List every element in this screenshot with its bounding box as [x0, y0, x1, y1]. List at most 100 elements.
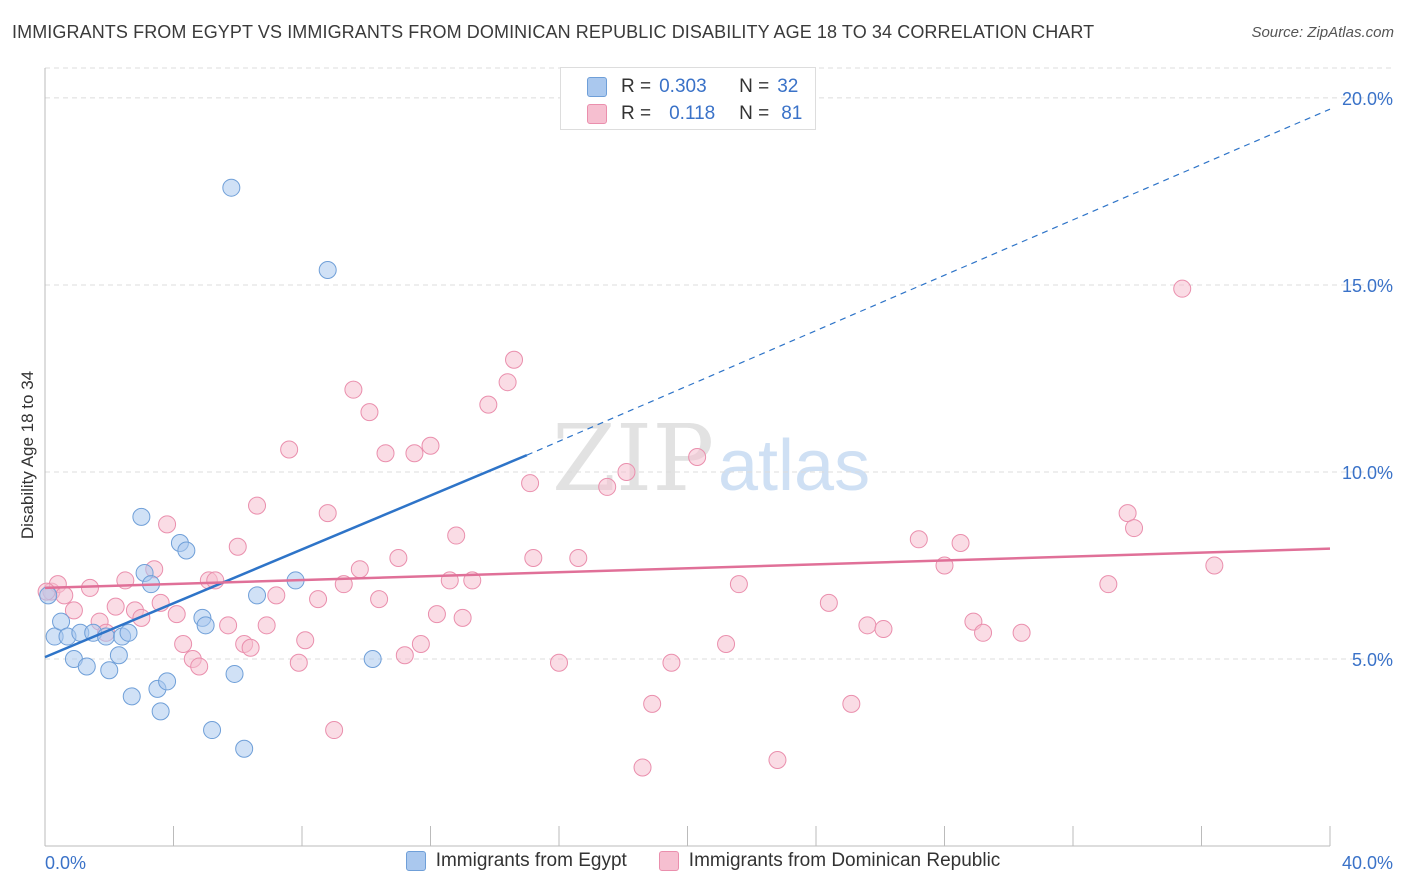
y-tick-label: 20.0%: [1342, 89, 1393, 109]
dr-point: [688, 448, 707, 466]
egypt-point: [158, 672, 177, 691]
dr-point: [421, 436, 440, 455]
y-axis-label: Disability Age 18 to 34: [18, 371, 37, 539]
legend-dr-label: Immigrants from Dominican Republic: [688, 850, 1001, 871]
dr-point: [267, 586, 286, 605]
legend-dr-swatch: [658, 851, 679, 871]
dr-point: [55, 586, 74, 605]
dr-point: [909, 530, 928, 549]
egypt-point: [109, 646, 128, 665]
egypt-point: [151, 702, 170, 721]
watermark-atlas: atlas: [718, 426, 870, 506]
dr-point: [1012, 623, 1031, 642]
egypt-point: [222, 178, 241, 197]
correlation-row-egypt: R = 0.303 N = 32: [587, 76, 798, 98]
dr-point: [521, 474, 540, 493]
dr-point: [453, 608, 472, 627]
dr-point: [241, 638, 260, 657]
dr-point: [874, 620, 893, 639]
dr-point: [344, 380, 363, 399]
dr-point: [190, 657, 209, 676]
dr-point: [395, 646, 414, 665]
egypt-point: [132, 507, 151, 526]
dr-point: [633, 758, 652, 777]
egypt-point: [363, 649, 382, 668]
gridlines: [45, 67, 1393, 660]
egypt-r-label: R =: [621, 76, 652, 97]
legend-item-dominican-republic[interactable]: Immigrants from Dominican Republic: [658, 850, 1001, 872]
egypt-point: [235, 739, 254, 758]
dr-point: [1125, 519, 1144, 538]
dr-n-value: 81: [781, 103, 803, 124]
dr-point: [842, 694, 861, 713]
dr-point: [325, 721, 344, 740]
dr-n-label: N =: [739, 103, 770, 124]
dr-point: [106, 597, 125, 616]
dr-point: [479, 395, 498, 414]
trend-lines: [44, 108, 1331, 659]
dr-point: [248, 496, 267, 515]
dr-point: [389, 548, 408, 567]
dr-point: [729, 575, 748, 594]
dr-point: [289, 653, 308, 672]
dr-point: [427, 605, 446, 624]
dominican-republic-points: [37, 279, 1224, 777]
dr-point: [280, 440, 299, 459]
dr-point: [498, 373, 517, 392]
egypt-point: [196, 616, 215, 635]
dr-point: [318, 504, 337, 523]
egypt-trend-extension: [526, 108, 1331, 456]
egypt-point: [39, 586, 58, 605]
dr-point: [1099, 575, 1118, 594]
dr-point: [505, 350, 524, 369]
egypt-point: [119, 623, 138, 642]
egypt-points: [39, 178, 382, 758]
y-tick-label: 15.0%: [1342, 276, 1393, 296]
dr-point: [411, 635, 430, 654]
dr-point: [569, 548, 588, 567]
dr-point: [219, 616, 238, 635]
dr-point: [376, 444, 395, 463]
dr-r-label: R =: [621, 103, 652, 124]
x-tick-label: 0.0%: [45, 853, 86, 873]
dr-point: [350, 560, 369, 579]
egypt-point: [122, 687, 141, 706]
dr-point: [858, 616, 877, 635]
dr-point: [257, 616, 276, 635]
egypt-n-value: 32: [777, 76, 799, 97]
egypt-point: [248, 586, 267, 605]
legend-egypt-label: Immigrants from Egypt: [435, 850, 627, 871]
dr-point: [174, 635, 193, 654]
egypt-point: [77, 657, 96, 676]
dr-point: [405, 444, 424, 463]
dr-point: [360, 403, 379, 422]
egypt-n-label: N =: [739, 76, 770, 97]
egypt-trend-line: [44, 453, 528, 659]
source-label: Source: ZipAtlas.com: [1251, 24, 1394, 41]
dr-point: [951, 534, 970, 553]
dr-point: [1118, 504, 1137, 523]
tick-labels: 5.0% 10.0% 15.0% 20.0% 0.0% 40.0%: [45, 89, 1393, 873]
watermark: ZIP atlas: [552, 405, 870, 512]
dr-point: [643, 694, 662, 713]
dr-point: [1205, 556, 1224, 575]
correlation-row-dominican-republic: R = 0.118 N = 81: [587, 103, 802, 125]
egypt-point: [52, 612, 71, 631]
watermark-zip: ZIP: [552, 405, 714, 512]
dr-point: [662, 653, 681, 672]
egypt-swatch: [587, 77, 607, 97]
dr-point: [158, 515, 177, 534]
y-tick-label: 10.0%: [1342, 463, 1393, 483]
dr-point: [370, 590, 389, 609]
dr-point: [64, 601, 83, 620]
y-tick-label: 5.0%: [1352, 650, 1393, 670]
egypt-point: [318, 260, 337, 279]
correlation-legend: R = 0.303 N = 32 R = 0.118 N = 81: [560, 67, 816, 130]
dr-point: [524, 548, 543, 567]
axes: [44, 68, 1331, 847]
dr-point: [228, 537, 247, 556]
legend-item-egypt[interactable]: Immigrants from Egypt: [405, 850, 627, 872]
egypt-point: [203, 721, 222, 740]
legend-egypt-swatch: [405, 851, 426, 871]
